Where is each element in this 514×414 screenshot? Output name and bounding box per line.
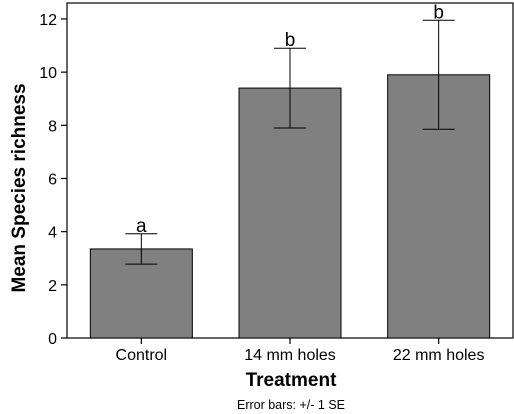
- y-tick-label: 6: [48, 171, 57, 188]
- bar: [238, 87, 342, 339]
- y-tick-label: 12: [39, 12, 57, 29]
- y-tick-label: 4: [48, 225, 57, 242]
- significance-label: a: [136, 216, 147, 237]
- chart-labels: 0 2 4 6 8 10 12 a Control b 14 mm holes b 22 mm hole…: [39, 2, 484, 364]
- x-axis-title: Treatment: [246, 370, 337, 391]
- x-tick-label: 14 mm holes: [244, 347, 336, 364]
- significance-label: b: [433, 2, 444, 23]
- x-tick-label: Control: [116, 347, 168, 364]
- y-tick-label: 2: [48, 278, 57, 295]
- y-axis-title: Mean Species richness: [9, 83, 30, 292]
- x-tick-label: 22 mm holes: [393, 347, 485, 364]
- y-tick-label: 8: [48, 118, 57, 135]
- chart-bars: [89, 19, 491, 339]
- y-tick-label: 0: [48, 331, 57, 348]
- error-bar-footnote: Error bars: +/- 1 SE: [237, 398, 345, 412]
- y-tick-label: 10: [39, 65, 57, 82]
- significance-label: b: [285, 30, 296, 51]
